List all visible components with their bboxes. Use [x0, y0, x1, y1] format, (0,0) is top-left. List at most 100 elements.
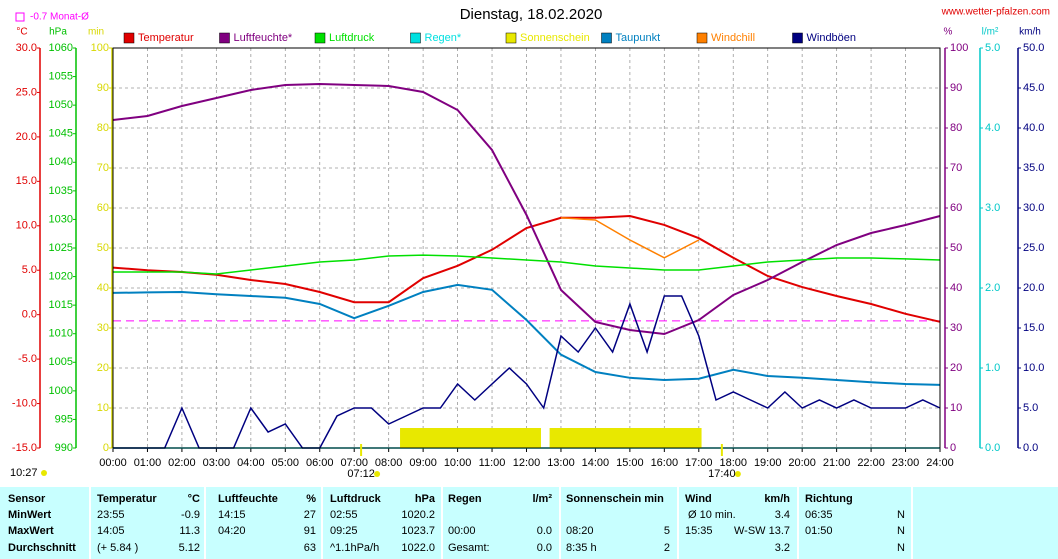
table-cell: N: [897, 525, 905, 537]
x-tick-label: 02:00: [168, 457, 196, 469]
table-cell: 3.2: [775, 542, 790, 554]
x-tick-label: 13:00: [547, 457, 575, 469]
table-bg: [0, 487, 1058, 559]
table-cell: Temperatur: [97, 493, 157, 505]
axis-tick-label: 0.0: [22, 309, 37, 321]
table-cell: 01:50: [805, 525, 833, 537]
table-cell: 63: [304, 542, 316, 554]
axis-tick-label: 2.0: [985, 282, 1000, 294]
sun-time: 07:12: [347, 468, 375, 480]
axis-tick-label: 15.0: [1023, 322, 1044, 334]
axis-tick-label: 60: [97, 202, 109, 214]
legend-key: [410, 32, 421, 44]
axis-tick-label: 20: [950, 362, 962, 374]
series-line: [112, 283, 941, 386]
table-cell: Wind: [685, 493, 712, 505]
legend-key: [123, 32, 135, 44]
axis-tick-label: 5.0: [22, 264, 37, 276]
axis-tick-label: 0.0: [985, 442, 1000, 454]
axis-tick-label: 10.0: [16, 220, 37, 232]
table-cell: -0.9: [181, 509, 200, 521]
axis-tick-label: 45.0: [1023, 82, 1044, 94]
table-cell: 15:35: [685, 525, 713, 537]
table-cell: °C: [188, 493, 200, 505]
table-cell: 14:05: [97, 525, 125, 537]
axis-tick-label: 30: [97, 322, 109, 334]
axis-tick-label: 20.0: [16, 131, 37, 143]
x-tick-label: 09:00: [409, 457, 437, 469]
x-tick-label: 07:00: [340, 457, 368, 469]
legend-label: Sonnenschein: [520, 32, 590, 44]
table-cell: Luftfeuchte: [218, 493, 278, 505]
chart-title: Dienstag, 18.02.2020: [460, 6, 603, 23]
axis-unit: %: [944, 27, 953, 38]
axis-tick-label: 5.0: [985, 42, 1000, 54]
axis-tick-label: 1000: [49, 385, 73, 397]
axis-tick-label: 995: [55, 413, 73, 425]
axis-tick-label: -15.0: [12, 442, 37, 454]
axis-tick-label: 1045: [49, 128, 73, 140]
legend-label: Windchill: [711, 32, 755, 44]
table-cell: 5.12: [179, 542, 200, 554]
axis-tick-label: 50: [950, 242, 962, 254]
axis-tick-label: 80: [97, 122, 109, 134]
x-tick-label: 22:00: [857, 457, 885, 469]
axis-tick-label: 1005: [49, 356, 73, 368]
axis-tick-label: 1015: [49, 299, 73, 311]
x-tick-label: 21:00: [823, 457, 851, 469]
sun-time: 17:40: [708, 468, 736, 480]
x-tick-label: 05:00: [272, 457, 300, 469]
table-cell: N: [897, 509, 905, 521]
axis-tick-label: 1050: [49, 99, 73, 111]
table-cell: Durchschnitt: [8, 542, 76, 554]
axis-tick-label: 70: [97, 162, 109, 174]
axis-tick-label: 80: [950, 122, 962, 134]
axis-tick-label: 10: [950, 402, 962, 414]
table-cell: 14:15: [218, 509, 246, 521]
table-cell: 09:25: [330, 525, 358, 537]
axis-tick-label: 5.0: [1023, 402, 1038, 414]
axis-tick-label: 90: [97, 82, 109, 94]
table-cell: 06:35: [805, 509, 833, 521]
legend-label: Luftdruck: [329, 32, 375, 44]
axis-tick-label: 1025: [49, 242, 73, 254]
x-tick-label: 12:00: [513, 457, 541, 469]
legend-key: [314, 32, 326, 44]
axis-tick-label: 30: [950, 322, 962, 334]
axis-tick-label: 30.0: [16, 42, 37, 54]
x-tick-label: 24:00: [926, 457, 954, 469]
table-cell: 04:20: [218, 525, 246, 537]
table-cell: Ø 10 min.: [688, 509, 736, 521]
table-cell: 00:00: [448, 525, 476, 537]
axis-tick-label: 990: [55, 442, 73, 454]
axis-tick-label: 100: [91, 42, 109, 54]
axis-tick-label: 1.0: [985, 362, 1000, 374]
sunshine-bar: [549, 428, 702, 448]
sun-icon: [374, 471, 381, 477]
legend-label: Windböen: [807, 32, 857, 44]
axis-tick-label: 40: [950, 282, 962, 294]
legend-label: Regen*: [425, 32, 462, 44]
legend-key: [696, 32, 708, 44]
table-cell: 08:20: [566, 525, 594, 537]
axis-unit: hPa: [49, 27, 67, 38]
legend-key: [219, 32, 230, 44]
legend-key: [601, 32, 612, 44]
axis-tick-label: 100: [950, 42, 968, 54]
table-cell: 2: [664, 542, 670, 554]
moonrise: 10:27: [10, 467, 38, 479]
table-cell: l/m²: [532, 493, 552, 505]
axis-tick-label: 1055: [49, 70, 73, 82]
table-cell: km/h: [764, 493, 790, 505]
x-tick-label: 18:00: [719, 457, 747, 469]
axis-tick-label: 30.0: [1023, 202, 1044, 214]
table-cell: 11.3: [179, 525, 200, 537]
table-cell: ^1.1hPa/h: [330, 542, 379, 554]
table-cell: N: [897, 542, 905, 554]
legend-key: [505, 32, 517, 44]
x-tick-label: 14:00: [582, 457, 610, 469]
series-line: [112, 82, 941, 336]
axis-tick-label: 1060: [49, 42, 73, 54]
table-cell: Sensor: [8, 493, 46, 505]
